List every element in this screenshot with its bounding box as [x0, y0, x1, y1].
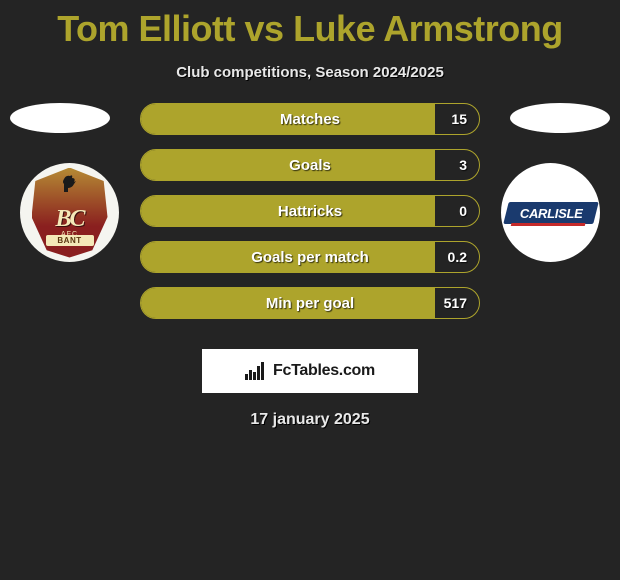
carlisle-logo-text: CARLISLE [519, 205, 582, 220]
player-right-head-ellipse [510, 103, 610, 133]
page-title: Tom Elliott vs Luke Armstrong [0, 0, 620, 50]
stat-value-right: 517 [444, 288, 467, 318]
fctables-logo-box: FcTables.com [202, 349, 418, 393]
stat-value-right: 0 [459, 196, 467, 226]
date-text: 17 january 2025 [0, 411, 620, 429]
stat-bar: Matches15 [140, 103, 480, 135]
player-left-head-ellipse [10, 103, 110, 133]
stat-bar: Min per goal517 [140, 287, 480, 319]
rooster-icon [58, 172, 82, 194]
stat-label: Min per goal [141, 288, 479, 318]
bar-chart-icon [245, 362, 267, 380]
stat-bar: Goals3 [140, 149, 480, 181]
stat-label: Goals [141, 150, 479, 180]
stat-value-right: 15 [451, 104, 467, 134]
stat-value-right: 0.2 [448, 242, 467, 272]
bradford-shield-icon: BC AFC BANT [32, 168, 108, 258]
fctables-logo-text: FcTables.com [273, 362, 375, 380]
team-right-badge: CARLISLE [501, 163, 600, 262]
stat-label: Matches [141, 104, 479, 134]
team-left-badge: BC AFC BANT [20, 163, 119, 262]
badge-bc-text: BC [55, 206, 83, 233]
stat-label: Goals per match [141, 242, 479, 272]
stat-bar: Hattricks0 [140, 195, 480, 227]
carlisle-logo-icon: CARLISLE [503, 202, 598, 224]
stat-value-right: 3 [459, 150, 467, 180]
comparison-area: BC AFC BANT CARLISLE Matches15 Goals3 Hatt… [0, 103, 620, 343]
stat-bar: Goals per match0.2 [140, 241, 480, 273]
stat-label: Hattricks [141, 196, 479, 226]
subtitle: Club competitions, Season 2024/2025 [0, 64, 620, 81]
badge-band-text: BANT [46, 235, 94, 246]
stats-bars: Matches15 Goals3 Hattricks0 Goals per match… [140, 103, 480, 333]
